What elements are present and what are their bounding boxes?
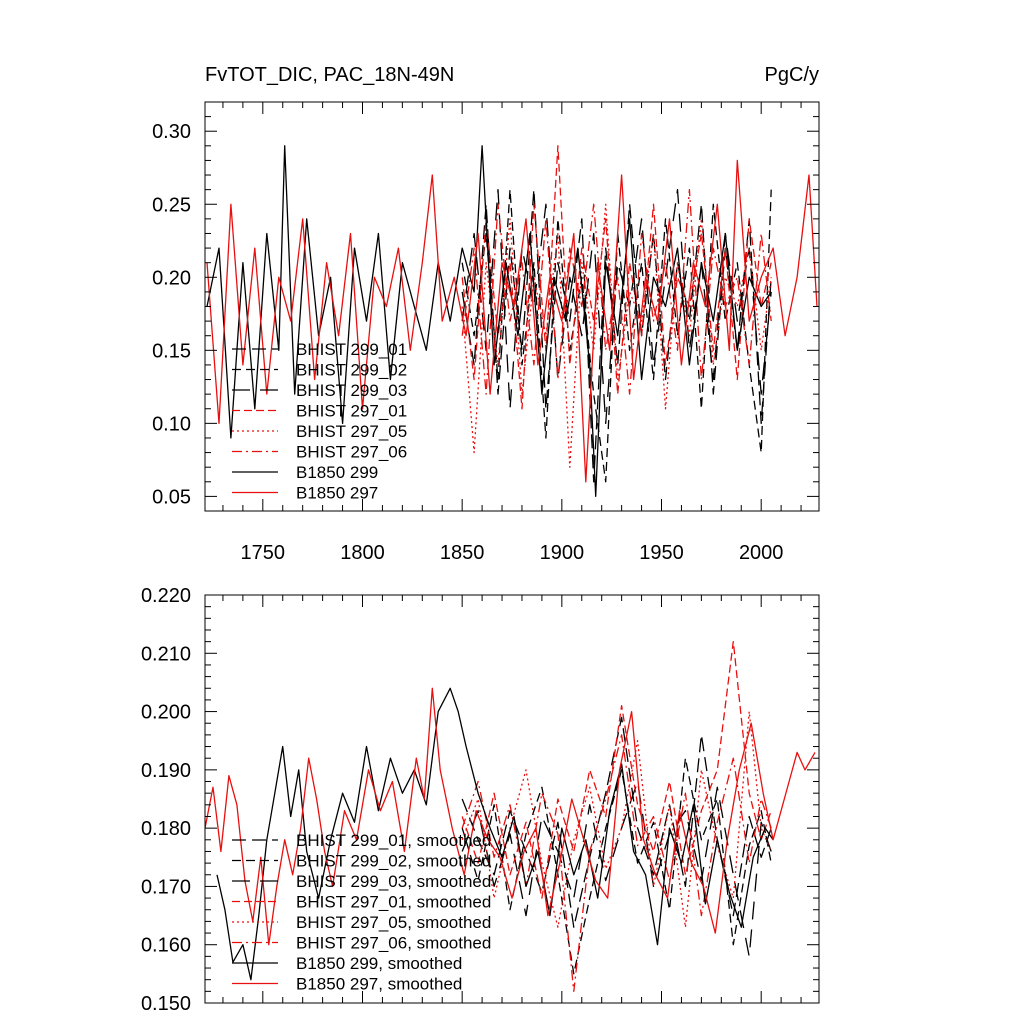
y-tick-label: 0.160 — [141, 935, 191, 957]
legend-label: B1850 297, smoothed — [296, 975, 462, 994]
legend-label: BHIST 297_01 — [296, 402, 407, 421]
legend-label: BHIST 297_06, smoothed — [296, 934, 491, 953]
series-line-bottom-5 — [461, 734, 772, 992]
y-tick-label: 0.190 — [141, 760, 191, 782]
legend-label: BHIST 297_05, smoothed — [296, 913, 491, 932]
chart-title-right: PgC/y — [765, 64, 819, 86]
series-line-top-4 — [461, 203, 772, 468]
series-line-bottom-4 — [461, 710, 772, 928]
legend-label: BHIST 299_01 — [296, 340, 407, 359]
y-tick-label: 0.15 — [152, 340, 191, 362]
series-line-top-0 — [461, 188, 772, 483]
chart-title-left: FvTOT_DIC, PAC_18N-49N — [205, 64, 454, 86]
x-tick-label: 1800 — [340, 542, 385, 564]
series-line-bottom-7 — [205, 687, 816, 946]
bottom-panel: 0.150 0.160 0.170 0.180 0.190 0.200 0.210 0.220… — [141, 585, 820, 1015]
series-line-top-6 — [206, 145, 772, 498]
series-line-top-7 — [206, 159, 818, 483]
y-tick-label: 0.210 — [141, 643, 191, 665]
y-tick-label: 0.170 — [141, 876, 191, 898]
legend-label: B1850 297 — [296, 484, 378, 503]
series-line-bottom-1 — [461, 757, 772, 975]
plot-frame — [204, 594, 820, 1004]
top-panel: FvTOT_DIC, PAC_18N-49N PgC/y 1750 1800 185… — [152, 64, 820, 564]
legend-label: BHIST 297_01, smoothed — [296, 893, 491, 912]
legend-label: BHIST 297_05 — [296, 422, 407, 441]
y-tick-label: 0.30 — [152, 121, 191, 143]
x-tick-label: 1900 — [540, 542, 585, 564]
x-tick-label: 2000 — [739, 542, 784, 564]
legend-label: BHIST 299_02 — [296, 361, 407, 380]
y-tick-label: 0.10 — [152, 413, 191, 435]
y-tick-label: 0.25 — [152, 194, 191, 216]
y-tick-label: 0.220 — [141, 585, 191, 607]
legend-label: BHIST 297_06 — [296, 443, 407, 462]
legend-label: B1850 299 — [296, 463, 378, 482]
x-tick-label: 1850 — [440, 542, 485, 564]
legend-label: BHIST 299_02, smoothed — [296, 852, 491, 871]
x-tick-label: 1950 — [639, 542, 684, 564]
legend-label: BHIST 299_03, smoothed — [296, 872, 491, 891]
series-line-bottom-3 — [461, 640, 772, 899]
series-line-bottom-6 — [216, 687, 774, 981]
legend-label: BHIST 299_01, smoothed — [296, 831, 491, 850]
legend-label: B1850 299, smoothed — [296, 954, 462, 973]
y-tick-label: 0.20 — [152, 267, 191, 289]
series-line-bottom-0 — [461, 716, 772, 928]
y-tick-label: 0.200 — [141, 702, 191, 724]
legend-label: BHIST 299_03 — [296, 381, 407, 400]
y-tick-label: 0.05 — [152, 486, 191, 508]
x-tick-label: 1750 — [241, 542, 286, 564]
y-tick-label: 0.180 — [141, 818, 191, 840]
series-line-bottom-2 — [461, 780, 772, 958]
series-line-top-5 — [461, 188, 772, 395]
y-tick-label: 0.150 — [141, 993, 191, 1015]
